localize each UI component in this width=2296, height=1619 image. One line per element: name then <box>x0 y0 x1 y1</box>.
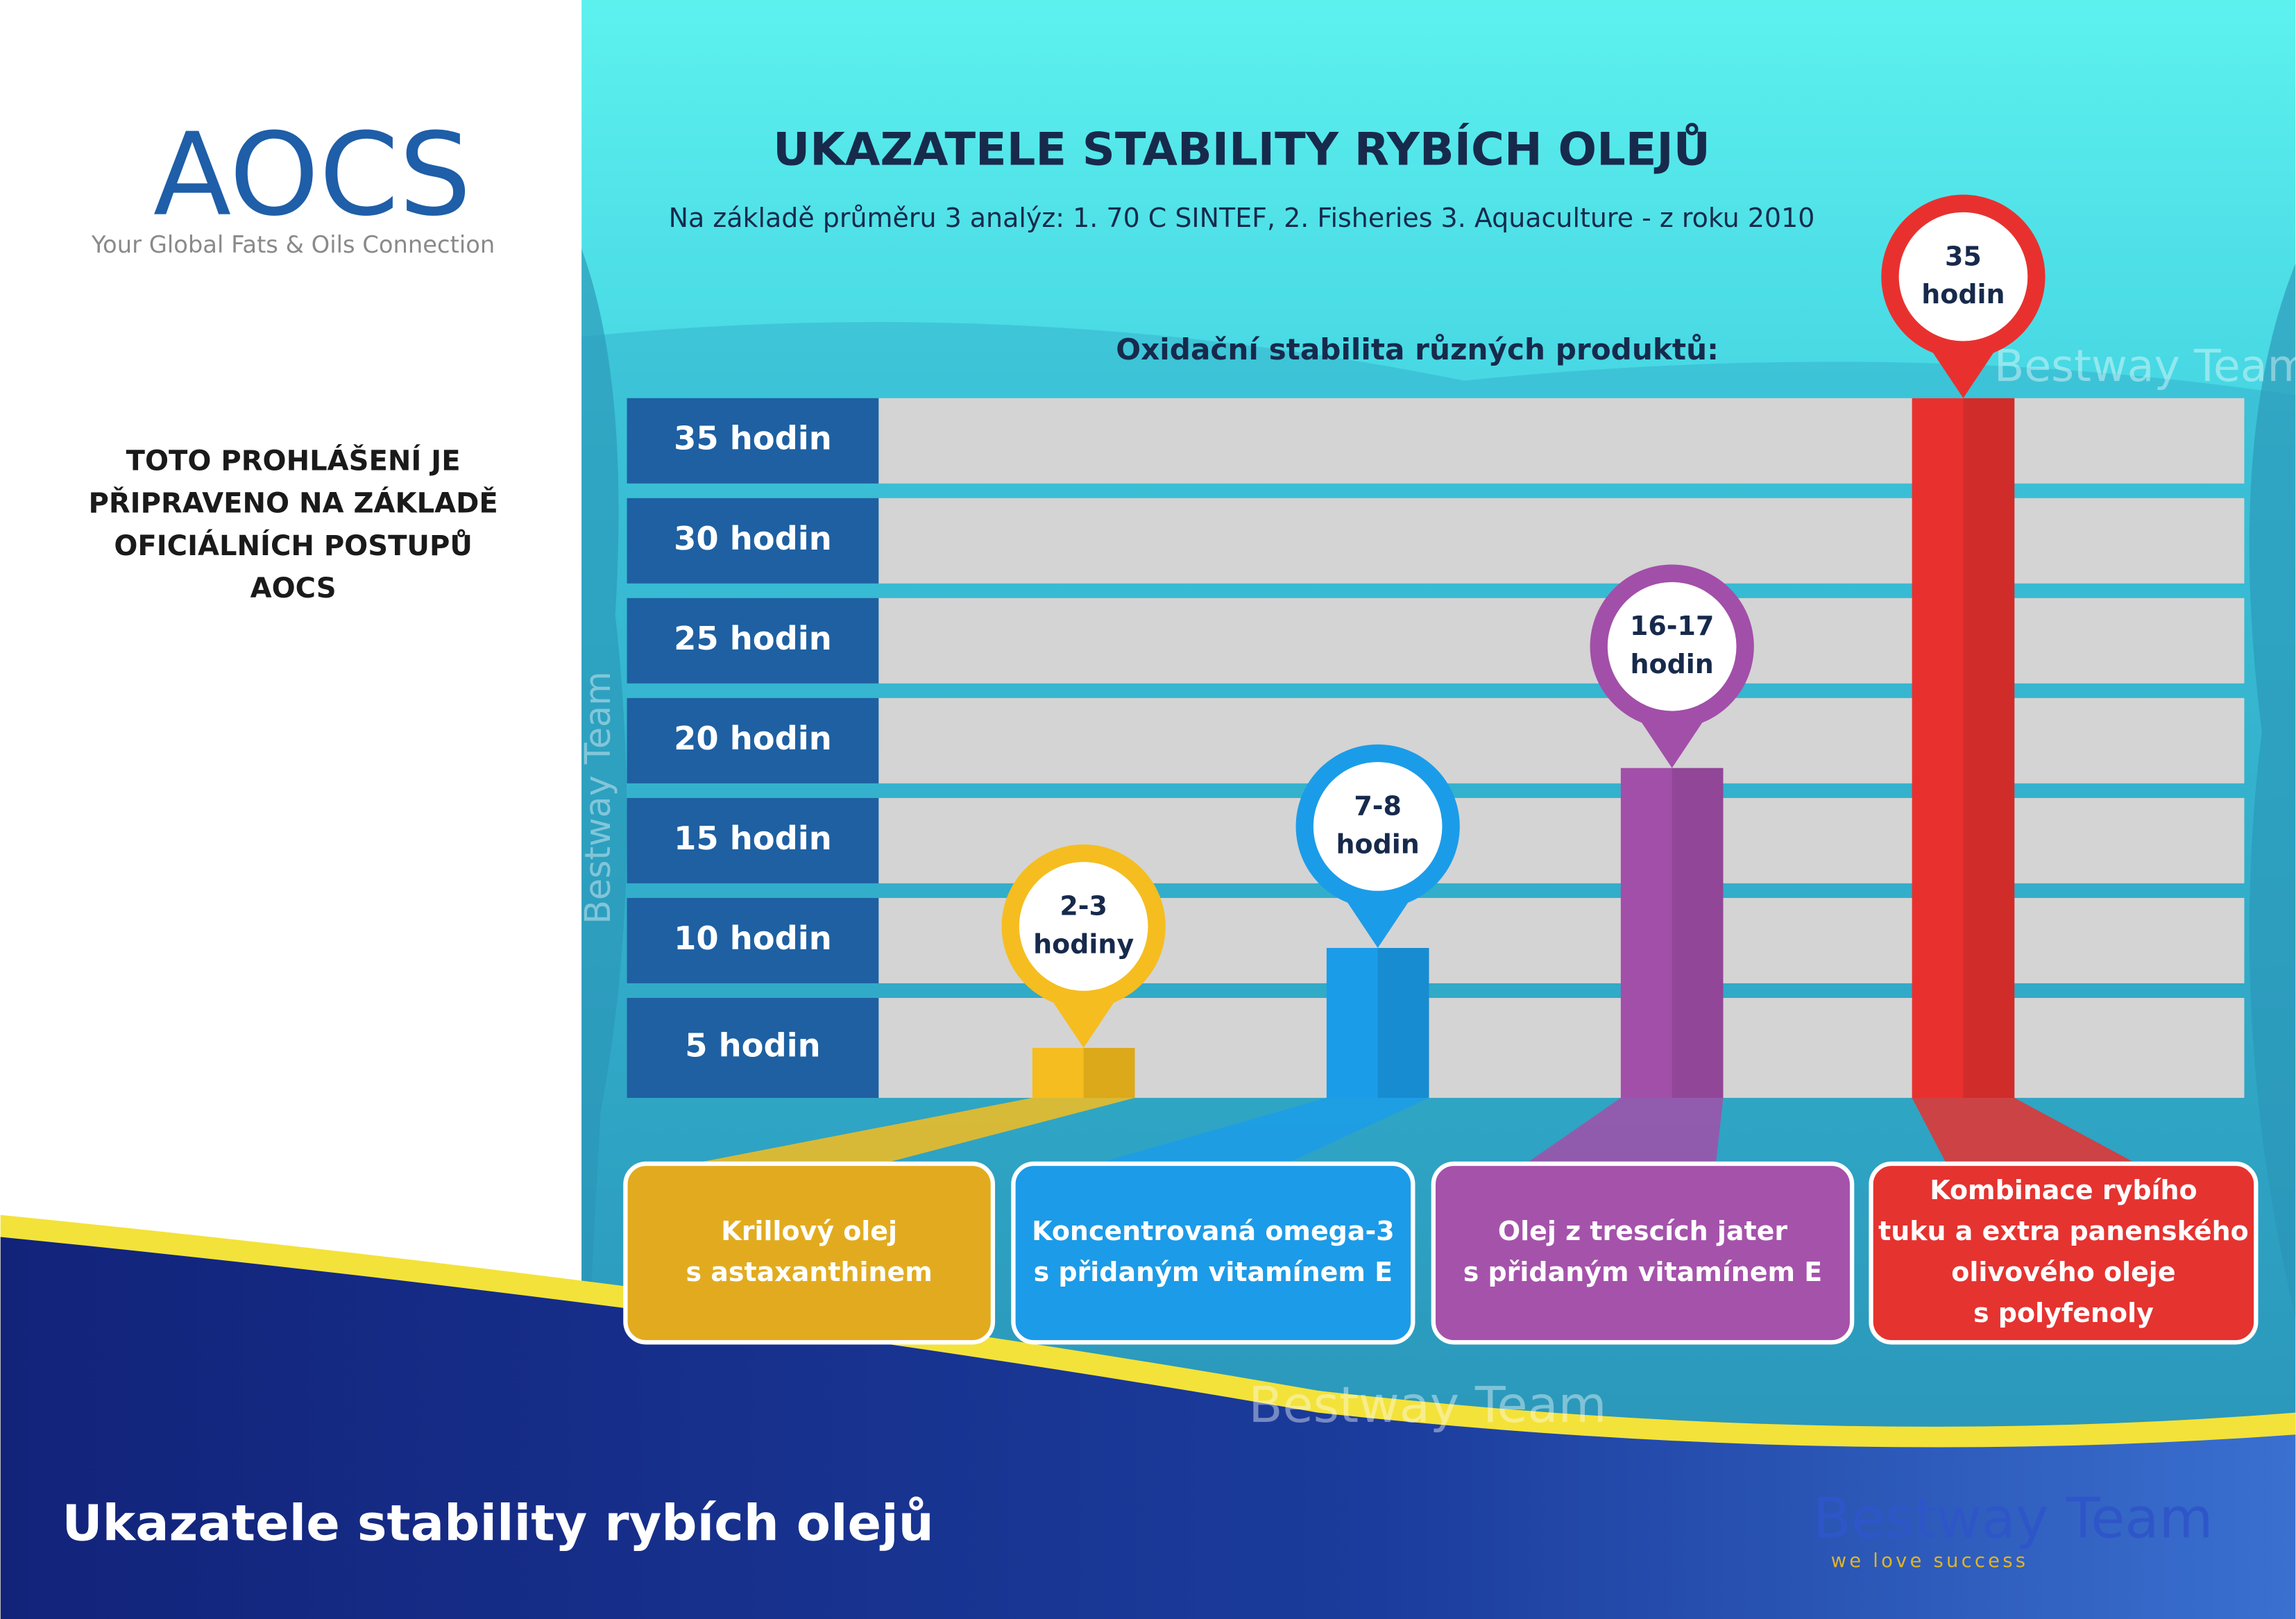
statement-line: TOTO PROHLÁŠENÍ JE <box>126 444 461 477</box>
footer-brand: Bestway Team <box>1813 1486 2213 1551</box>
y-tick-label: 25 hodin <box>674 620 832 657</box>
y-tick-label: 10 hodin <box>674 919 832 957</box>
label-cell <box>627 697 879 783</box>
reef <box>2249 263 2296 1318</box>
bar-connector <box>1525 1098 1724 1164</box>
pin-face <box>1019 862 1148 991</box>
value-label: 16-17 hodin <box>1630 611 1714 679</box>
bar <box>1326 947 1429 1099</box>
bar-connector <box>692 1098 1135 1164</box>
reef <box>581 248 627 1464</box>
grid-band <box>878 597 2245 684</box>
logo: AOCS <box>153 108 471 241</box>
footer-slogan: we love success <box>1831 1550 2029 1572</box>
grid-band <box>878 697 2245 783</box>
label-cell <box>627 797 879 883</box>
category-label: Krillový olej s astaxanthinem <box>686 1216 932 1287</box>
y-tick-label: 20 hodin <box>674 720 832 757</box>
label-cell <box>627 998 879 1099</box>
pin <box>1345 899 1411 948</box>
y-tick-label: 35 hodin <box>674 420 832 457</box>
pin-face <box>1313 762 1443 891</box>
category-label: Olej z trescích jater s přidaným vitamíne… <box>1463 1216 1823 1287</box>
chart-title: UKAZATELE STABILITY RYBÍCH OLEJŮ <box>773 121 1710 176</box>
watermark: Bestway Team <box>1248 1375 1606 1434</box>
y-tick-label: 5 hodin <box>685 1027 820 1065</box>
bar <box>1032 1048 1135 1099</box>
pin <box>1640 720 1705 768</box>
category-box <box>1869 1161 2259 1345</box>
watermark: Bestway Team <box>577 671 618 924</box>
pin-face <box>1607 582 1737 711</box>
bar-shade <box>1377 947 1429 1099</box>
y-tick-label: 15 hodin <box>674 820 832 857</box>
statement-line: OFICIÁLNÍCH POSTUPŮ <box>114 528 473 562</box>
statement: TOTO PROHLÁŠENÍ JE PŘIPRAVENO NA ZÁKLADĚ… <box>88 444 498 605</box>
category-label: Koncentrovaná omega-3 s přidaným vitamíne… <box>1032 1216 1395 1287</box>
bar <box>1620 768 1724 1099</box>
category-box <box>623 1161 996 1345</box>
category-label: Kombinace rybího tuku a extra panenského o… <box>1878 1175 2249 1328</box>
category-box <box>1431 1161 1855 1345</box>
grid-band <box>878 498 2245 584</box>
y-tick-label: 30 hodin <box>674 520 832 557</box>
value-label: 7-8 hodin <box>1336 790 1420 859</box>
bar <box>1912 398 2015 1099</box>
bar-connector <box>1096 1098 1429 1164</box>
label-cell <box>627 597 879 684</box>
logo-tagline: Your Global Fats & Oils Connection <box>91 231 495 258</box>
statement-line: PŘIPRAVENO NA ZÁKLADĚ <box>88 486 498 520</box>
label-cell <box>627 398 879 484</box>
pin-face <box>1898 212 2028 341</box>
chart: 5 hodin 10 hodin 15 hodin 20 hodin 25 hodin 3… <box>623 194 2259 1345</box>
bar-shade <box>1963 398 2015 1099</box>
label-cell <box>627 498 879 584</box>
chart-subtitle: Na základě průměru 3 analýz: 1. 70 C SIN… <box>669 203 1815 233</box>
footer-title: Ukazatele stability rybích olejů <box>62 1494 934 1552</box>
pin <box>1931 350 1996 398</box>
pin <box>1051 999 1116 1049</box>
statement-line: AOCS <box>250 573 337 604</box>
footer-band <box>0 1237 2296 1619</box>
bar-shade <box>1083 1048 1135 1099</box>
bar-connector <box>1912 1098 2137 1164</box>
label-cell <box>627 897 879 983</box>
value-label: 2-3 hodiny <box>1033 890 1134 959</box>
axis-heading: Oxidační stabilita různých produktů: <box>1116 332 1719 366</box>
value-label: 35 hodin <box>1921 241 2005 310</box>
category-box <box>1011 1161 1415 1345</box>
watermark: Bestway Team <box>1994 340 2296 391</box>
bar-shade <box>1672 768 1724 1099</box>
grid-band <box>878 398 2245 484</box>
